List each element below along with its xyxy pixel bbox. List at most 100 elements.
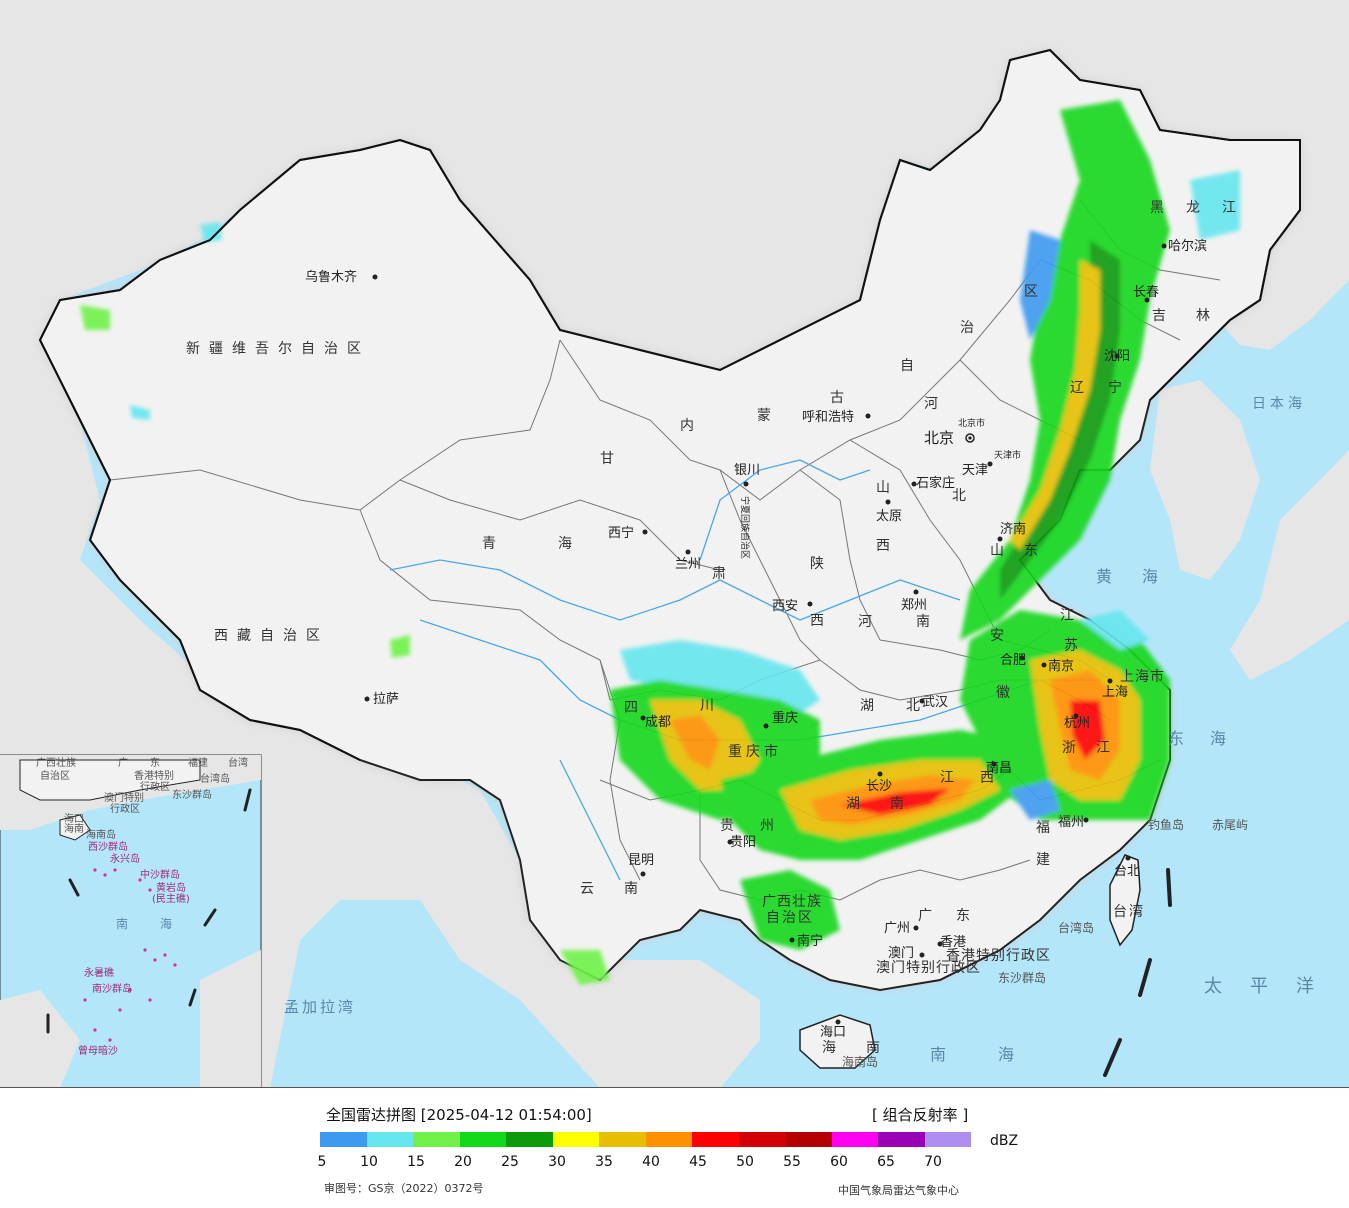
province-label-shaan: 陕: [810, 556, 833, 572]
inset-label-mo1: 澳门特别: [104, 791, 144, 804]
legend-tick-label: 40: [642, 1154, 660, 1170]
sea-label-east-china-sea: 东海: [1168, 729, 1252, 748]
city-label-macau: 澳门: [888, 945, 914, 961]
island-label-diaoyu: 钓鱼岛: [1148, 817, 1184, 832]
city-label-lhasa: 拉萨: [373, 692, 399, 707]
national-border: [38, 48, 1301, 761]
legend-tick-label: 70: [924, 1154, 942, 1170]
province-label-su2: 苏: [1064, 638, 1087, 654]
legend-colorbar: [320, 1132, 971, 1147]
city-label-yinchuan: 银川: [734, 463, 760, 478]
province-label-hui: 徽: [996, 685, 1019, 701]
city-label-shanghai: 上海: [1102, 685, 1128, 700]
city-label-fuzhou: 福州: [1058, 815, 1084, 830]
island-label-hainan: 海南岛: [842, 1054, 878, 1069]
inset-label-nansha: 南沙群岛: [92, 982, 132, 995]
inset-label-hai: 海: [160, 916, 172, 931]
city-label-hefei: 合肥: [1000, 653, 1026, 668]
foreign-land-japan: [1230, 450, 1349, 680]
south-china-sea-inset: 广西壮族 自治区 广 东 福建 台湾 香港特别 行政区 澳门特别 行政区 台湾岛…: [0, 754, 262, 1087]
legend-product: [ 组合反射率 ]: [872, 1106, 969, 1124]
city-label-changsha: 长沙: [866, 779, 892, 794]
city-label-tianjin-shi: 天津市: [994, 449, 1021, 461]
sea-label-yellow-sea: 黄海: [1096, 567, 1188, 586]
review-number: 审图号：GS京（2022）0372号: [324, 1182, 484, 1195]
inset-label-yongshu: 永暑礁: [84, 966, 114, 979]
legend-tick-label: 35: [595, 1154, 613, 1170]
city-label-guiyang: 贵阳: [730, 835, 756, 850]
province-label-xizang: 西藏自治区: [214, 628, 329, 644]
inset-label-guang: 广: [118, 757, 128, 769]
province-label-nei: 内: [680, 418, 703, 434]
inset-label-guangxi: 广西壮族: [36, 756, 76, 769]
inset-label-yongxing: 永兴岛: [110, 852, 140, 865]
radar-map: 新疆维吾尔自治区 西藏自治区 青海 甘 肃 内 蒙 古 自 治 区 黑龙江 吉林…: [0, 0, 1349, 1088]
hainan-island: [799, 1014, 876, 1069]
sea-labels: 日本海 黄海 东海 南海 太平洋 孟加拉湾: [284, 396, 1342, 1064]
sea-label-bay-of-bengal: 孟加拉湾: [284, 998, 356, 1016]
province-label-hubei: 湖北: [860, 698, 952, 714]
foreign-land-west-south: [0, 300, 760, 1087]
city-label-beijing-shi: 北京市: [958, 417, 985, 429]
city-label-taipei: 台北: [1114, 864, 1140, 879]
province-label-he: 河: [924, 396, 947, 412]
province-label-xi2: 西: [810, 613, 833, 629]
city-markers: [364, 243, 1167, 1025]
province-label-guangxi: 广西壮族: [762, 894, 822, 910]
sea-label-pacific: 太平洋: [1204, 976, 1342, 997]
legend-swatch: [552, 1132, 599, 1147]
legend-swatch: [366, 1132, 413, 1147]
city-label-xining: 西宁: [608, 525, 634, 541]
province-label-jiangxi: 江西: [940, 770, 1020, 786]
taiwan-island: [1109, 854, 1141, 947]
province-label-hunan: 湖南: [846, 796, 934, 812]
inset-label-hainan: 海南: [64, 822, 84, 835]
province-label-gu: 古: [830, 390, 853, 406]
province-labels: 新疆维吾尔自治区 西藏自治区 青海 甘 肃 内 蒙 古 自 治 区 黑龙江 吉林…: [186, 200, 1258, 1056]
city-label-harbin: 哈尔滨: [1168, 238, 1207, 254]
province-label-bei: 北: [952, 488, 975, 504]
legend-swatch: [785, 1132, 832, 1147]
legend-panel: 全国雷达拼图 [2025-04-12 01:54:00] [ 组合反射率 ] 5…: [0, 1088, 1349, 1208]
city-label-lanzhou: 兰州: [675, 557, 701, 572]
province-label-liao: 辽: [1070, 380, 1093, 396]
city-label-chengdu: 成都: [645, 715, 671, 730]
inset-label-hk1: 香港特别: [134, 770, 174, 782]
inset-label-haikou: 海口: [64, 812, 84, 825]
city-label-wuhan: 武汉: [922, 695, 948, 710]
legend-tick-label: 65: [877, 1154, 895, 1170]
city-label-kunming: 昆明: [628, 853, 654, 868]
province-label-si: 四: [624, 700, 647, 716]
city-label-nanjing: 南京: [1048, 658, 1074, 674]
city-label-guangzhou: 广州: [884, 921, 910, 936]
province-label-fu: 福: [1036, 820, 1059, 836]
legend-swatch: [878, 1132, 925, 1147]
legend-tick-label: 30: [548, 1154, 566, 1170]
city-label-urumqi: 乌鲁木齐: [305, 269, 357, 285]
legend-unit: dBZ: [990, 1133, 1019, 1149]
province-label-shanghai: 上海市: [1120, 668, 1165, 685]
province-label-qu: 区: [1024, 284, 1047, 300]
province-label-ningxia: 宁夏回族自治区: [739, 496, 751, 559]
inset-label-dong: 东: [150, 756, 160, 769]
province-label-gan: 甘: [600, 451, 623, 467]
province-label-hainan: 海南: [822, 1040, 910, 1056]
legend-title: 全国雷达拼图 [2025-04-12 01:54:00]: [326, 1106, 592, 1124]
legend-swatch: [459, 1132, 506, 1147]
inset-label-huangyan: 黄岩岛: [156, 881, 186, 894]
radar-echoes: [80, 100, 1240, 985]
city-label-shenyang: 沈阳: [1104, 349, 1130, 364]
legend-ticks: 5 10 15 20 25 30 35 40 45 50 55 60 65 70: [0, 1154, 1349, 1172]
city-label-hongkong: 香港: [940, 935, 966, 950]
province-label-heilongjiang: 黑龙江: [1150, 200, 1258, 216]
city-label-nanning: 南宁: [797, 933, 823, 949]
inset-label-zzq: 自治区: [40, 769, 70, 782]
legend-tick-label: 10: [360, 1154, 378, 1170]
legend-tick-label: 60: [830, 1154, 848, 1170]
province-label-guangxi-zzq: 自治区: [766, 910, 814, 926]
inset-label-taiwan-dao: 台湾岛: [200, 772, 230, 785]
legend-swatch: [692, 1132, 739, 1147]
legend-swatch: [599, 1132, 646, 1147]
province-label-zhejiang: 浙江: [1062, 740, 1130, 756]
province-label-taiwan: 台湾: [1113, 903, 1145, 920]
